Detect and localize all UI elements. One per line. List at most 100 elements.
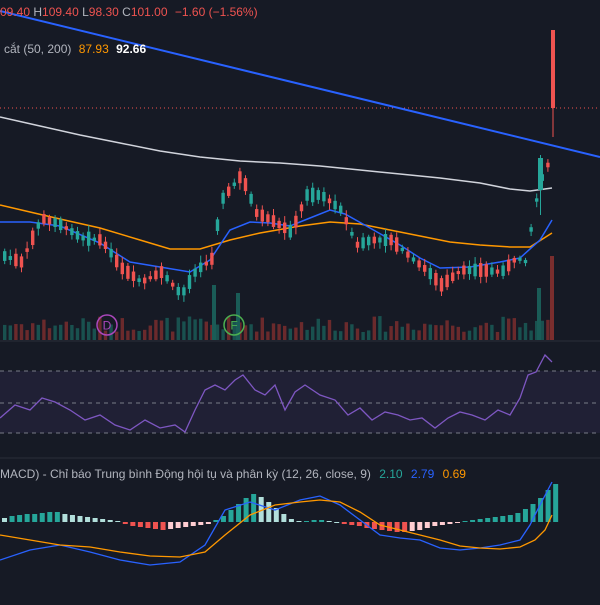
volume-bar	[372, 316, 376, 340]
macd-signal-line	[0, 499, 553, 558]
macd-histogram-bar	[402, 522, 408, 532]
macd-histogram-bar	[220, 516, 226, 522]
death-cross-marker	[96, 314, 118, 336]
volume-bar	[182, 321, 186, 340]
volume-bar	[311, 326, 315, 340]
macd-histogram-bar	[492, 517, 498, 522]
macd-histogram-bar	[228, 510, 234, 522]
volume-bar	[378, 316, 382, 340]
volume-bar	[277, 324, 281, 340]
volume-bar	[535, 320, 539, 340]
volume-bar	[327, 319, 332, 340]
volume-bar	[87, 321, 91, 340]
macd-histogram-bar	[319, 520, 325, 522]
macd-histogram-bar	[515, 513, 521, 522]
volume-bar	[31, 323, 35, 340]
macd-histogram-bar	[213, 520, 219, 522]
volume-bar	[428, 324, 432, 340]
volume-bar	[350, 324, 354, 340]
macd-histogram-bar	[69, 515, 75, 522]
macd-histogram-bar	[160, 522, 166, 530]
candle-body	[322, 191, 326, 202]
volume-bar	[137, 330, 141, 340]
volume-bar	[316, 318, 320, 340]
macd-histogram-bar	[183, 522, 189, 527]
volume-bar	[148, 325, 152, 340]
candle-body	[400, 247, 404, 252]
macd-histogram-bar	[122, 522, 128, 524]
macd-histogram-bar	[47, 512, 53, 522]
candle-body	[215, 219, 220, 232]
macd-histogram-bar	[258, 497, 264, 522]
volume-bar	[255, 331, 259, 340]
volume-bar	[154, 319, 158, 340]
candle-body	[344, 217, 348, 225]
candle-body	[495, 269, 500, 274]
volume-bar	[400, 326, 404, 340]
volume-bar	[232, 321, 236, 340]
volume-bar	[283, 325, 287, 340]
volume-bar	[271, 323, 276, 340]
macd-histogram-bar	[107, 520, 113, 522]
macd-histogram-bar	[168, 522, 174, 529]
golden-cross-marker	[223, 314, 245, 336]
macd-histogram-bar	[153, 522, 158, 529]
volume-bar	[81, 318, 85, 340]
volume-bar	[462, 331, 466, 340]
macd-histogram-bar	[100, 519, 106, 522]
macd-histogram-bar	[198, 522, 204, 525]
macd-histogram-bar	[462, 521, 468, 522]
candle-body	[103, 241, 108, 249]
macd-histogram-bar	[530, 504, 536, 522]
candle-body	[535, 198, 539, 202]
candle-body	[479, 263, 483, 277]
macd-histogram-bar	[130, 522, 136, 526]
candle-body	[70, 228, 74, 236]
macd-histogram-bar	[432, 522, 438, 526]
candle-body	[148, 276, 152, 280]
candle-body	[243, 178, 248, 192]
macd-histogram-bar	[485, 518, 491, 522]
volume-bar	[25, 330, 29, 340]
macd-histogram-bar	[326, 521, 332, 522]
macd-legend-text: MACD) - Chỉ báo Trung bình Động hội tụ v…	[0, 467, 371, 481]
volume-bar	[512, 318, 516, 340]
volume-bar	[367, 330, 371, 340]
open-value: 09.40	[0, 5, 31, 19]
volume-bar	[355, 328, 360, 340]
macd-histogram-bar	[417, 522, 423, 530]
volume-bar	[389, 326, 393, 340]
macd-histogram-bar	[243, 498, 249, 522]
volume-bar	[383, 331, 388, 340]
volume-bar	[187, 316, 192, 340]
macd-histogram-bar	[190, 522, 196, 526]
volume-bar	[3, 324, 7, 340]
candle-body	[389, 234, 393, 246]
candle-body	[378, 237, 382, 243]
volume-bar	[159, 320, 164, 340]
volume-bar	[501, 316, 505, 340]
close-value: 101.00	[130, 5, 168, 19]
candle-body	[490, 267, 494, 275]
candle-body	[232, 182, 236, 186]
macd-histogram-bar	[175, 522, 181, 528]
volume-bar	[434, 325, 438, 340]
candle-body	[456, 271, 460, 275]
ma-value-2: 92.66	[116, 42, 147, 56]
volume-bar	[53, 325, 57, 340]
volume-bar	[165, 317, 169, 340]
candle-body	[98, 234, 102, 246]
candle-body	[305, 189, 309, 201]
volume-bar	[490, 324, 494, 340]
macd-histogram-bar	[394, 522, 400, 532]
macd-histogram-bar	[54, 512, 60, 522]
volume-bar	[495, 331, 500, 340]
macd-histogram-bar	[356, 522, 362, 526]
candle-body	[316, 190, 320, 200]
macd-histogram-bar	[447, 522, 453, 524]
macd-histogram-bar	[409, 522, 415, 531]
candle-body	[311, 187, 315, 203]
volume-bar	[171, 331, 175, 340]
